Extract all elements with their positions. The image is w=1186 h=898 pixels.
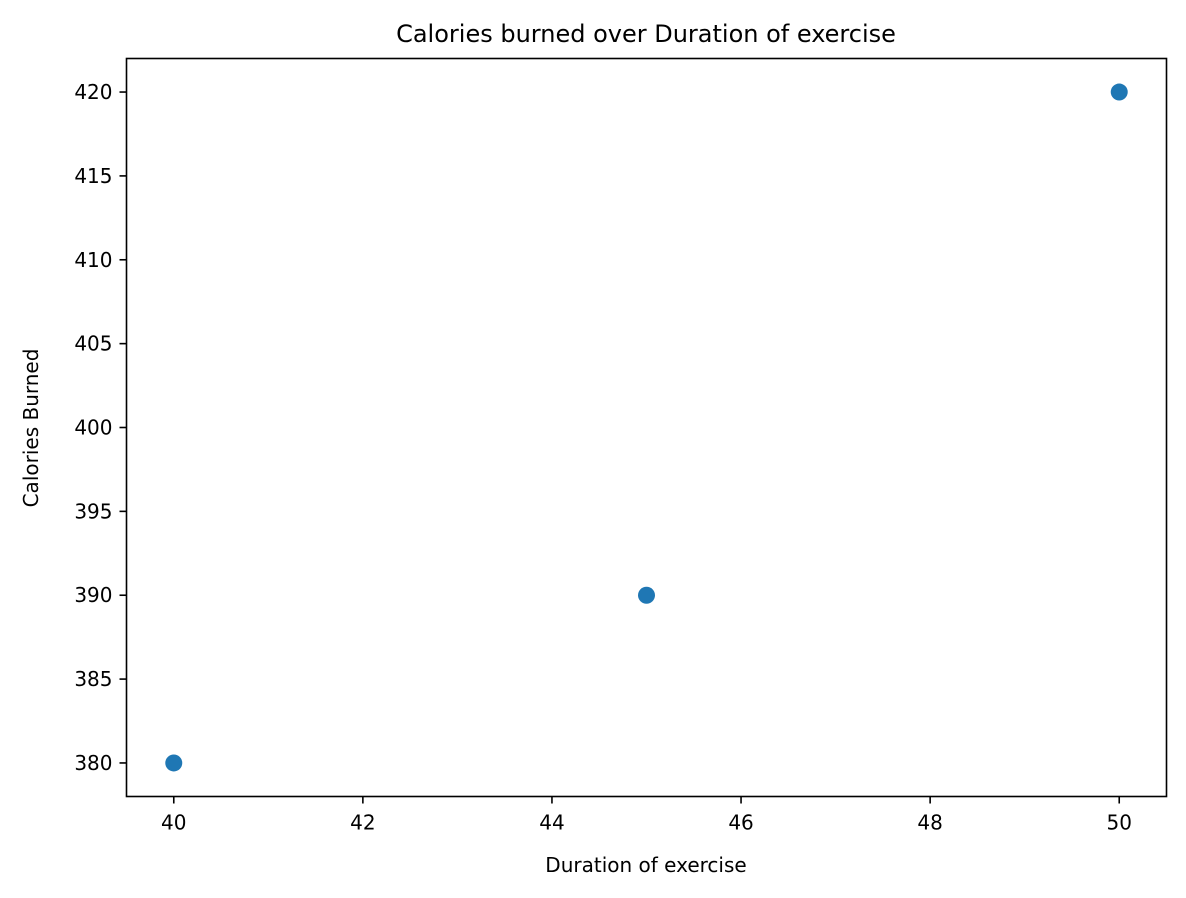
y-tick-label: 420 [74,80,112,104]
y-tick-label: 395 [74,499,112,523]
data-point [638,586,655,604]
x-tick-label: 48 [917,811,942,835]
x-tick-label: 42 [350,811,375,835]
y-tick-label: 400 [74,416,112,440]
data-point [1110,83,1128,101]
y-tick-label: 410 [74,248,112,272]
x-tick-label: 50 [1107,811,1132,835]
x-axis-ticks: 40 42 44 46 48 50 [161,796,1132,835]
data-point [165,754,183,772]
y-tick-label: 380 [74,751,112,775]
data-points [165,83,1128,772]
y-axis-ticks: 380 385 390 395 400 405 410 415 420 [74,80,127,775]
x-tick-label: 46 [728,811,753,835]
chart-title: Calories burned over Duration of exercis… [396,20,896,48]
x-tick-label: 40 [161,811,186,835]
y-tick-label: 405 [74,332,112,356]
y-tick-label: 385 [74,667,112,691]
x-axis-label: Duration of exercise [545,853,746,877]
y-axis-label: Calories Burned [19,349,43,508]
y-tick-label: 415 [74,164,112,188]
x-tick-label: 44 [539,811,564,835]
y-tick-label: 390 [74,583,112,607]
